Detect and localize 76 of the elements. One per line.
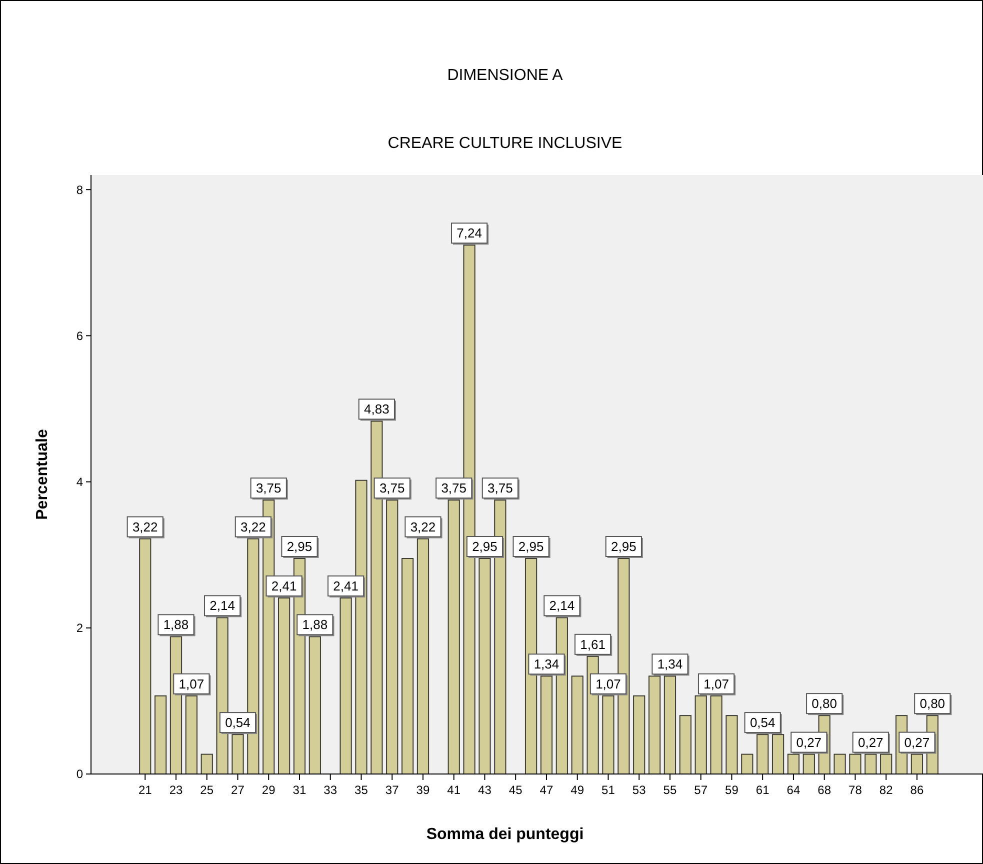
- data-label: 1,88: [163, 617, 189, 632]
- data-label: 3,75: [488, 480, 513, 496]
- data-label: 0,54: [750, 715, 776, 730]
- data-label: 2,95: [611, 539, 636, 554]
- bar: [401, 558, 414, 774]
- data-label: 1,07: [596, 676, 621, 692]
- bar: [571, 676, 584, 774]
- data-label: 0,54: [225, 715, 250, 730]
- x-tick-label: 37: [385, 783, 400, 797]
- y-tick-label: 6: [76, 328, 84, 343]
- data-label: 4,83: [364, 402, 390, 417]
- data-label: 7,24: [456, 226, 482, 241]
- x-tick-label: 33: [324, 783, 338, 797]
- x-tick-label: 45: [508, 783, 523, 797]
- data-label: 3,22: [410, 519, 436, 534]
- x-tick-label: 55: [663, 783, 677, 797]
- x-tick-label: 41: [447, 783, 461, 797]
- data-label: 2,41: [333, 578, 358, 594]
- data-label: 1,07: [178, 676, 204, 692]
- data-label: 3,22: [132, 519, 158, 534]
- y-tick-label: 8: [76, 182, 84, 197]
- data-label: 1,34: [534, 656, 560, 672]
- data-label: 3,75: [441, 480, 467, 496]
- data-label: 0,80: [812, 696, 837, 712]
- bar: [741, 754, 754, 774]
- x-tick-label: 61: [756, 783, 770, 797]
- data-label: 3,75: [256, 480, 282, 496]
- x-axis-title: Somma dei punteggi: [426, 826, 584, 843]
- x-tick-label: 86: [910, 783, 924, 797]
- bar: [200, 754, 213, 774]
- x-tick-label: 78: [848, 783, 862, 797]
- x-tick-label: 49: [570, 783, 584, 797]
- x-tick-label: 82: [879, 783, 894, 797]
- x-tick-label: 68: [818, 783, 832, 797]
- x-tick-label: 53: [632, 783, 646, 797]
- y-tick-label: 0: [76, 767, 84, 782]
- y-tick-label: 2: [76, 621, 84, 636]
- x-tick-label: 31: [292, 783, 306, 797]
- data-label: 2,14: [210, 598, 235, 614]
- data-label: 0,27: [796, 734, 822, 750]
- data-label: 1,34: [657, 656, 683, 672]
- x-tick-label: 59: [725, 783, 739, 797]
- bar: [726, 715, 738, 774]
- bar: [633, 695, 646, 774]
- x-tick-label: 35: [354, 783, 368, 797]
- x-tick-label: 51: [602, 783, 616, 797]
- data-label: 1,88: [302, 617, 328, 632]
- x-tick-label: 64: [786, 783, 800, 797]
- bar: [679, 715, 692, 774]
- bar: [834, 754, 846, 774]
- data-label: 1,61: [580, 636, 606, 652]
- x-tick-label: 47: [540, 783, 554, 797]
- y-tick-label: 4: [76, 475, 84, 490]
- x-tick-label: 57: [694, 783, 708, 797]
- data-label: 0,27: [904, 734, 930, 750]
- data-label: 2,95: [518, 539, 544, 554]
- x-tick-label: 21: [138, 783, 152, 797]
- x-tick-label: 27: [231, 783, 245, 797]
- data-label: 3,75: [379, 480, 405, 496]
- data-label: 2,95: [472, 539, 498, 554]
- chart-subtitle: CREARE CULTURE INCLUSIVE: [388, 135, 622, 152]
- data-label: 1,07: [704, 676, 729, 692]
- x-tick-label: 43: [478, 783, 492, 797]
- y-axis-title: Percentuale: [34, 429, 51, 520]
- data-label: 2,95: [286, 539, 312, 554]
- x-tick-label: 23: [169, 783, 183, 797]
- data-label: 2,41: [271, 578, 297, 594]
- data-label: 0,27: [858, 734, 884, 750]
- chart-title: DIMENSIONE A: [447, 67, 564, 84]
- data-label: 2,14: [549, 598, 575, 614]
- data-label: 0,80: [920, 696, 946, 712]
- x-tick-label: 29: [262, 783, 276, 797]
- data-label: 3,22: [240, 519, 266, 534]
- x-tick-label: 39: [416, 783, 430, 797]
- x-tick-label: 25: [200, 783, 214, 797]
- bar: [154, 695, 167, 774]
